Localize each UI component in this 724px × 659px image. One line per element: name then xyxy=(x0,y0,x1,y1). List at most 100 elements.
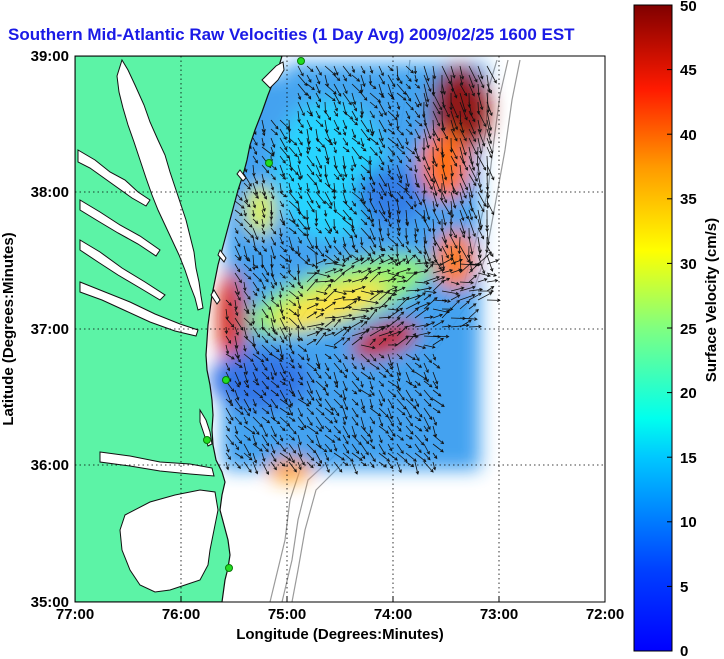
velocity-arrow xyxy=(459,227,466,239)
velocity-arrow xyxy=(351,236,356,249)
velocity-arrow xyxy=(450,281,460,286)
velocity-arrow xyxy=(288,281,295,288)
velocity-arrow xyxy=(369,119,375,135)
velocity-arrow xyxy=(423,344,436,349)
velocity-arrow xyxy=(387,218,392,228)
velocity-arrow xyxy=(279,218,286,226)
velocity-arrow xyxy=(441,83,446,96)
velocity-arrow xyxy=(333,416,338,424)
velocity-arrow xyxy=(324,200,333,210)
velocity-arrow xyxy=(486,137,494,155)
velocity-arrow xyxy=(288,434,296,441)
velocity-arrow xyxy=(414,362,423,368)
velocity-arrow xyxy=(342,425,350,439)
velocity-arrow xyxy=(270,164,278,171)
velocity-arrow xyxy=(475,146,480,167)
velocity-arrow xyxy=(468,209,473,221)
velocity-arrow xyxy=(477,182,483,194)
velocity-arrow xyxy=(351,101,357,112)
velocity-arrow xyxy=(324,362,330,372)
velocity-arrow xyxy=(459,245,470,264)
velocity-arrow xyxy=(270,434,280,446)
velocity-arrow xyxy=(288,308,298,316)
velocity-arrow xyxy=(225,461,230,471)
velocity-arrow xyxy=(243,200,251,208)
velocity-arrow xyxy=(459,293,476,301)
velocity-arrow xyxy=(333,434,341,441)
velocity-arrow xyxy=(279,434,284,442)
velocity-arrow xyxy=(360,452,366,460)
velocity-arrow xyxy=(225,353,235,360)
velocity-arrow xyxy=(423,155,431,171)
velocity-arrow xyxy=(279,173,287,180)
velocity-arrow xyxy=(342,337,351,346)
velocity-arrow xyxy=(351,146,362,160)
velocity-arrow xyxy=(378,290,391,301)
velocity-arrow xyxy=(297,218,307,230)
velocity-arrow xyxy=(351,407,359,418)
velocity-arrow xyxy=(261,389,267,396)
velocity-arrow xyxy=(414,407,423,418)
velocity-arrow xyxy=(360,257,371,265)
field-yellow-band xyxy=(272,281,388,329)
velocity-arrow xyxy=(413,65,418,75)
velocity-arrow xyxy=(413,200,417,208)
velocity-arrow xyxy=(378,164,384,171)
velocity-arrow xyxy=(432,371,439,385)
velocity-arrow xyxy=(270,119,279,130)
velocity-arrow xyxy=(387,119,392,127)
velocity-arrow xyxy=(432,227,437,247)
velocity-arrow xyxy=(360,320,368,328)
velocity-arrow xyxy=(270,452,277,463)
velocity-arrow xyxy=(306,278,319,292)
velocity-arrow xyxy=(441,191,448,204)
velocity-arrow xyxy=(359,83,364,94)
velocity-arrow xyxy=(405,362,415,373)
velocity-arrow xyxy=(360,92,368,101)
velocity-arrow xyxy=(450,83,458,99)
velocity-arrow xyxy=(333,407,340,417)
velocity-arrow xyxy=(477,65,484,80)
velocity-arrow xyxy=(351,119,359,126)
velocity-arrow xyxy=(333,318,341,328)
velocity-arrow xyxy=(261,119,266,133)
velocity-arrow xyxy=(386,227,391,238)
velocity-arrow xyxy=(315,298,328,302)
velocity-arrow xyxy=(423,173,433,191)
velocity-arrow xyxy=(387,155,393,163)
velocity-arrow xyxy=(441,236,449,249)
station-marker xyxy=(297,57,305,65)
velocity-arrow xyxy=(252,272,263,283)
velocity-arrow xyxy=(252,353,265,363)
velocity-arrow xyxy=(234,335,239,349)
velocity-arrow xyxy=(450,110,459,131)
velocity-arrow xyxy=(297,65,304,77)
velocity-arrow xyxy=(225,299,232,306)
velocity-arrow xyxy=(261,236,265,244)
velocity-arrow xyxy=(387,128,396,135)
velocity-arrow xyxy=(396,279,407,283)
velocity-arrow xyxy=(252,200,257,209)
velocity-arrow xyxy=(234,380,240,388)
velocity-arrow xyxy=(414,254,421,263)
velocity-arrow xyxy=(378,119,387,133)
velocity-arrow xyxy=(432,128,440,142)
velocity-arrow xyxy=(387,398,394,409)
velocity-arrow xyxy=(342,389,347,401)
velocity-arrow xyxy=(449,218,453,238)
velocity-arrow xyxy=(270,398,278,409)
velocity-arrow xyxy=(432,353,437,361)
velocity-arrow xyxy=(414,286,433,292)
velocity-arrow xyxy=(477,110,487,128)
velocity-arrow xyxy=(324,416,334,424)
velocity-arrow xyxy=(468,200,478,220)
velocity-arrow xyxy=(234,254,242,262)
velocity-arrow xyxy=(396,311,405,319)
velocity-arrow xyxy=(369,209,375,223)
velocity-arrow xyxy=(378,380,385,387)
velocity-arrow xyxy=(306,119,313,131)
velocity-arrow xyxy=(378,337,387,346)
y-tick-label: 37:00 xyxy=(31,321,69,338)
velocity-arrow xyxy=(423,321,436,328)
velocity-arrow xyxy=(270,191,275,200)
